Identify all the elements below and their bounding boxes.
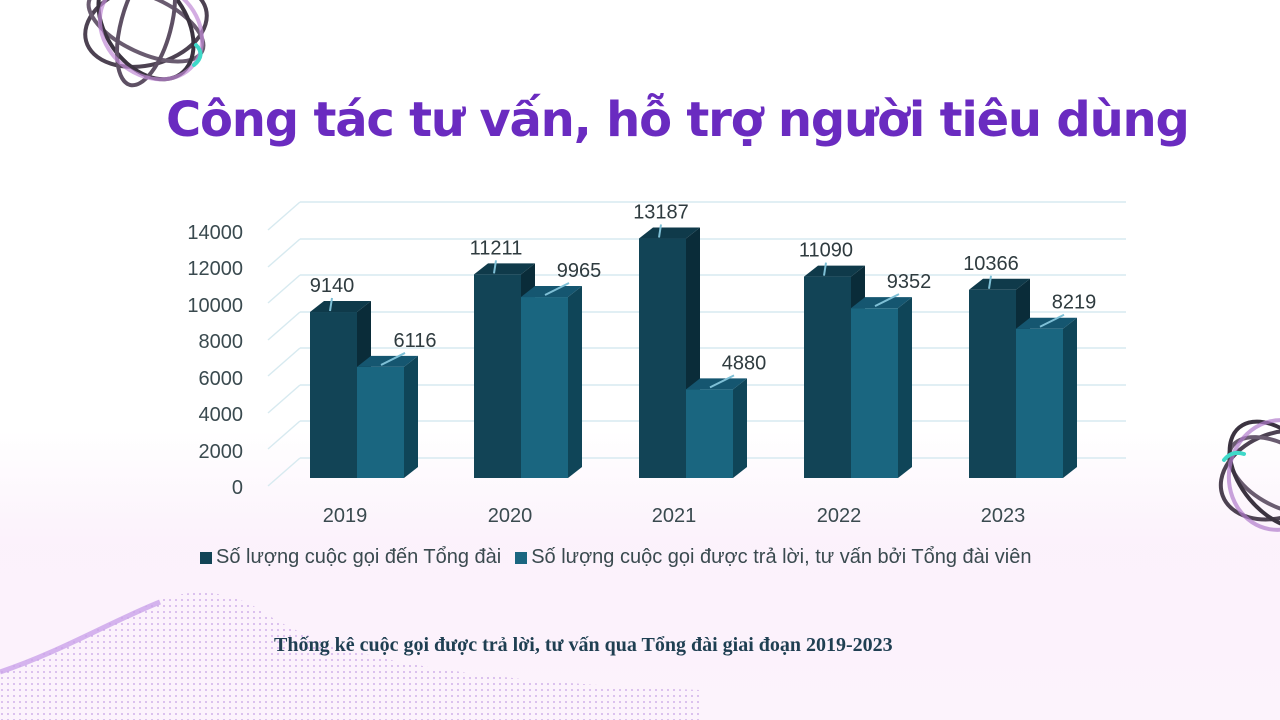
y-tick: 12000 bbox=[187, 258, 243, 280]
y-tick: 8000 bbox=[199, 331, 244, 353]
bar bbox=[1016, 317, 1077, 478]
data-label: 9965 bbox=[557, 260, 602, 282]
legend-item-answered: Số lượng cuộc gọi được trả lời, tư vấn b… bbox=[515, 546, 1032, 569]
data-labels: 9140 6116 11211 9965 13187 4880 11090 9352 10366… bbox=[310, 202, 1097, 389]
x-tick: 2022 bbox=[817, 505, 862, 527]
bar bbox=[521, 286, 582, 478]
y-tick: 10000 bbox=[187, 295, 243, 317]
data-label: 4880 bbox=[722, 352, 767, 374]
x-tick: 2021 bbox=[652, 505, 697, 527]
legend-swatch-answered bbox=[515, 551, 528, 564]
x-tick: 2020 bbox=[488, 505, 533, 527]
y-axis: 14000 12000 10000 8000 6000 4000 2000 0 bbox=[187, 222, 243, 499]
data-label: 6116 bbox=[393, 330, 436, 352]
legend-item-calls: Số lượng cuộc gọi đến Tổng đài bbox=[200, 546, 501, 569]
y-tick: 2000 bbox=[199, 441, 244, 463]
y-tick: 0 bbox=[232, 477, 243, 499]
y-tick: 4000 bbox=[199, 404, 244, 426]
y-tick: 6000 bbox=[199, 368, 244, 390]
x-tick: 2019 bbox=[323, 505, 368, 527]
chart-caption: Thống kê cuộc gọi được trả lời, tư vấn q… bbox=[274, 634, 893, 656]
x-tick: 2023 bbox=[981, 505, 1026, 527]
data-label: 8219 bbox=[1052, 292, 1097, 314]
bar bbox=[851, 297, 912, 478]
slide-title: Công tác tư vấn, hỗ trợ người tiêu dùng bbox=[166, 92, 1190, 148]
data-label: 11211 bbox=[470, 237, 523, 259]
wire-sphere-decoration-right bbox=[1218, 418, 1280, 532]
bar bbox=[357, 355, 418, 478]
legend-label: Số lượng cuộc gọi được trả lời, tư vấn b… bbox=[531, 546, 1032, 568]
data-label: 10366 bbox=[963, 253, 1019, 275]
dotted-wave-decoration bbox=[0, 592, 700, 720]
chart-legend: Số lượng cuộc gọi đến Tổng đài Số lượng … bbox=[200, 546, 1046, 569]
legend-label: Số lượng cuộc gọi đến Tổng đài bbox=[216, 546, 502, 568]
data-label: 13187 bbox=[633, 202, 689, 224]
y-tick: 14000 bbox=[187, 222, 243, 244]
legend-swatch-calls bbox=[200, 551, 212, 564]
bars bbox=[310, 227, 1077, 478]
wire-sphere-decoration-top bbox=[83, 0, 209, 88]
data-label: 9140 bbox=[310, 275, 355, 297]
data-label: 11090 bbox=[799, 240, 853, 262]
x-axis: 2019 2020 2021 2022 2023 bbox=[323, 505, 1026, 527]
data-label: 9352 bbox=[887, 271, 932, 293]
bar bbox=[686, 378, 747, 478]
